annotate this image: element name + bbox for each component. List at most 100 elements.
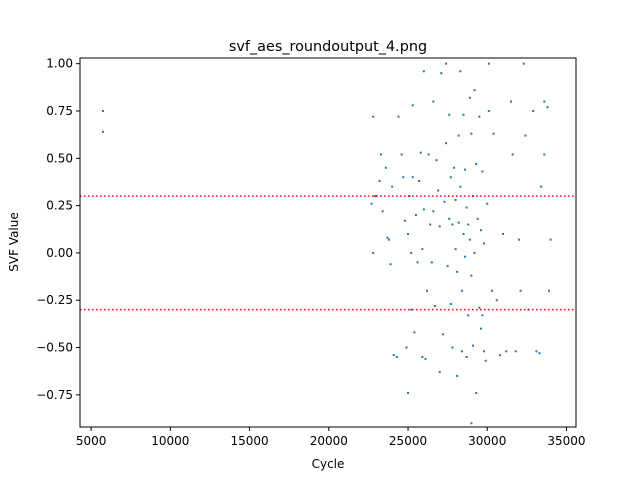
data-point-13: [389, 263, 392, 266]
data-point-19: [402, 176, 405, 179]
data-point-16: [395, 355, 398, 358]
data-point-22: [407, 232, 410, 235]
data-point-54: [445, 142, 448, 145]
data-point-3: [372, 115, 375, 118]
data-point-15: [392, 354, 395, 357]
data-point-4: [372, 251, 375, 254]
data-point-78: [465, 355, 468, 358]
x-tick-label-1: 10000: [151, 434, 189, 448]
data-point-82: [468, 238, 471, 241]
data-point-37: [422, 208, 425, 211]
data-point-58: [449, 176, 452, 179]
data-point-123: [543, 100, 546, 103]
data-point-83: [470, 132, 473, 135]
data-point-89: [473, 251, 476, 254]
data-point-43: [432, 100, 435, 103]
data-point-103: [487, 62, 490, 65]
x-axis: 5000 10000 15000 20000 25000 30000 35000: [76, 427, 586, 448]
data-point-105: [491, 289, 494, 292]
data-point-124: [543, 153, 546, 156]
data-point-53: [445, 62, 448, 65]
data-point-32: [418, 180, 421, 182]
threshold-layer: [80, 195, 576, 311]
y-tick-label-3: 0.00: [46, 246, 73, 260]
data-point-63: [454, 198, 457, 201]
data-point-112: [511, 153, 514, 156]
data-point-116: [522, 62, 525, 65]
data-point-115: [519, 289, 522, 292]
data-point-23: [407, 391, 410, 394]
data-point-41: [429, 223, 432, 226]
data-point-71: [460, 350, 463, 353]
y-tick-label-5: 0.50: [46, 151, 73, 165]
data-point-75: [464, 168, 467, 171]
data-point-69: [459, 70, 462, 73]
data-point-117: [524, 134, 527, 137]
data-point-73: [462, 113, 465, 116]
data-point-109: [502, 232, 505, 235]
y-tick-label-0: −0.75: [36, 388, 73, 402]
chart-title: svf_aes_roundoutput_4.png: [229, 39, 427, 55]
data-point-27: [411, 176, 414, 179]
data-point-57: [448, 113, 451, 116]
data-point-1: [101, 130, 104, 133]
data-point-56: [448, 217, 451, 220]
data-point-5: [373, 195, 376, 198]
data-point-50: [440, 72, 443, 75]
data-point-102: [486, 202, 489, 205]
y-tick-label-4: 0.25: [46, 199, 73, 213]
data-point-40: [427, 153, 430, 156]
data-point-108: [498, 354, 501, 357]
data-point-30: [414, 214, 417, 217]
data-point-9: [381, 210, 384, 213]
x-tick-label-3: 20000: [310, 434, 348, 448]
data-point-64: [454, 248, 457, 251]
data-point-62: [452, 166, 455, 169]
data-point-29: [413, 331, 416, 334]
data-point-33: [419, 151, 422, 154]
data-point-60: [451, 346, 454, 349]
data-point-110: [505, 350, 508, 353]
data-point-80: [467, 223, 470, 226]
data-point-14: [391, 185, 394, 188]
data-point-120: [535, 350, 538, 353]
data-point-0: [101, 109, 104, 112]
plot-frame: [79, 57, 577, 428]
data-point-67: [457, 134, 460, 137]
data-point-72: [460, 289, 463, 292]
data-point-31: [416, 261, 419, 264]
data-point-18: [400, 153, 403, 156]
data-point-101: [484, 359, 487, 362]
data-point-24: [408, 195, 411, 198]
data-point-98: [481, 170, 484, 173]
data-point-70: [459, 185, 462, 188]
data-point-92: [476, 217, 479, 220]
data-point-39: [426, 289, 429, 292]
data-point-119: [532, 109, 535, 112]
data-point-88: [473, 89, 476, 92]
points-layer: [101, 62, 552, 425]
data-point-85: [470, 422, 473, 425]
data-point-66: [456, 270, 459, 273]
y-tick-label-2: −0.25: [36, 293, 73, 307]
data-point-106: [492, 132, 495, 135]
data-point-25: [410, 251, 413, 254]
x-tick-label-5: 30000: [468, 434, 506, 448]
data-point-35: [421, 355, 424, 358]
y-tick-label-7: 1.00: [46, 57, 73, 71]
data-point-97: [481, 314, 484, 317]
data-point-114: [517, 238, 520, 241]
y-axis: −0.75 −0.50 −0.25 0.00 0.25 0.50 0.75 1.00: [36, 57, 80, 402]
data-point-104: [487, 109, 490, 112]
data-point-65: [456, 374, 459, 377]
data-point-49: [438, 371, 441, 374]
y-tick-label-1: −0.50: [36, 341, 73, 355]
data-point-61: [451, 223, 454, 226]
data-point-36: [422, 70, 425, 73]
data-point-81: [468, 96, 471, 99]
data-point-12: [388, 238, 391, 241]
data-point-94: [478, 115, 481, 118]
data-point-2: [370, 202, 373, 205]
data-point-59: [449, 303, 452, 305]
